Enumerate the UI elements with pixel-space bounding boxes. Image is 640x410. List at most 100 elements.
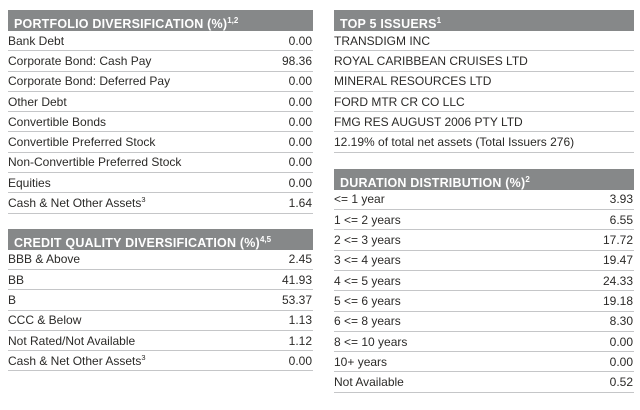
portfolio-diversification-table: PORTFOLIO DIVERSIFICATION (%)1,2 Bank De… (8, 10, 313, 214)
row-label-text: Cash & Net Other Assets (8, 353, 142, 368)
row-value: 19.18 (602, 293, 633, 308)
table-row: 2 <= 3 years 17.72 (334, 230, 634, 251)
row-label: Bank Debt (8, 34, 64, 48)
row-value: 2.45 (288, 252, 312, 267)
table-row: CCC & Below 1.13 (8, 311, 313, 331)
table-row: TRANSDIGM INC (334, 31, 634, 52)
top-issuers-rows: TRANSDIGM INC ROYAL CARIBBEAN CRUISES LTD… (334, 31, 634, 133)
row-label-text: FORD MTR CR CO LLC (334, 94, 465, 109)
footnote-marker: 2 (525, 174, 530, 184)
table-row: <= 1 year 3.93 (334, 190, 634, 211)
credit-quality-table: CREDIT QUALITY DIVERSIFICATION (%)4,5 BB… (8, 228, 313, 372)
row-label-text: FMG RES AUGUST 2006 PTY LTD (334, 114, 523, 129)
row-label-text: 1 <= 2 years (334, 212, 401, 227)
row-value: 8.30 (609, 314, 633, 329)
row-value: 0.52 (609, 375, 633, 390)
credit-quality-rows: BBB & Above 2.45 BB 41.93 B 53.37 CCC & Below 1… (8, 250, 313, 372)
row-value: 17.72 (602, 233, 633, 248)
issuers-footnote-row: 12.19% of total net assets (Total Issuer… (334, 132, 634, 153)
credit-quality-header: CREDIT QUALITY DIVERSIFICATION (%)4,5 (8, 228, 313, 250)
footnote-marker: 3 (141, 195, 146, 205)
row-value: 1.13 (288, 313, 312, 328)
row-label: 1 <= 2 years (334, 213, 401, 227)
section-title: PORTFOLIO DIVERSIFICATION (%) (14, 17, 228, 32)
duration-distribution-table: DURATION DISTRIBUTION (%)2 <= 1 year 3.93… (334, 168, 634, 393)
row-label: Corporate Bond: Deferred Pay (8, 74, 170, 88)
row-label-text: Convertible Preferred Stock (8, 135, 156, 150)
row-value: 0.00 (288, 33, 312, 48)
right-column: TOP 5 ISSUERS1 TRANSDIGM INC ROYAL CARIBB… (334, 10, 634, 393)
section-title: DURATION DISTRIBUTION (%) (340, 175, 526, 190)
row-value: 98.36 (281, 53, 312, 68)
row-value: 53.37 (281, 292, 312, 307)
row-value: 0.00 (288, 175, 312, 190)
row-label: B (8, 293, 16, 307)
row-label: ROYAL CARIBBEAN CRUISES LTD (334, 54, 528, 68)
table-row: Bank Debt 0.00 (8, 31, 313, 52)
row-value: 0.00 (288, 353, 312, 368)
table-row: FMG RES AUGUST 2006 PTY LTD (334, 112, 634, 133)
row-label: Corporate Bond: Cash Pay (8, 54, 151, 68)
row-label-text: Other Debt (8, 94, 67, 109)
table-row: 6 <= 8 years 8.30 (334, 312, 634, 332)
table-row: Corporate Bond: Deferred Pay 0.00 (8, 72, 313, 92)
duration-distribution-header: DURATION DISTRIBUTION (%)2 (334, 168, 634, 190)
row-label-text: Corporate Bond: Cash Pay (8, 53, 152, 68)
row-label: 10+ years (334, 355, 387, 369)
row-value: 41.93 (281, 272, 312, 287)
portfolio-diversification-rows: Bank Debt 0.00 Corporate Bond: Cash Pay 98.… (8, 31, 313, 214)
row-label-text: Convertible Bonds (8, 114, 107, 129)
row-label: Equities (8, 176, 51, 190)
left-column: PORTFOLIO DIVERSIFICATION (%)1,2 Bank De… (8, 10, 313, 372)
top-issuers-header: TOP 5 ISSUERS1 (334, 10, 634, 31)
row-label: 3 <= 4 years (334, 253, 401, 267)
row-label: Convertible Preferred Stock (8, 135, 155, 149)
row-value: 24.33 (602, 273, 633, 288)
row-label: BB (8, 273, 24, 287)
row-label: Other Debt (8, 95, 67, 109)
row-label-text: <= 1 year (334, 192, 385, 207)
row-label-text: Corporate Bond: Deferred Pay (8, 74, 171, 89)
portfolio-diversification-header: PORTFOLIO DIVERSIFICATION (%)1,2 (8, 10, 313, 31)
row-label: 5 <= 6 years (334, 294, 401, 308)
table-row: Non-Convertible Preferred Stock 0.00 (8, 153, 313, 174)
section-title: CREDIT QUALITY DIVERSIFICATION (%) (14, 235, 260, 250)
row-label-text: TRANSDIGM INC (334, 33, 430, 48)
row-label: Not Rated/Not Available (8, 334, 135, 348)
row-label: TRANSDIGM INC (334, 34, 430, 48)
row-label: FORD MTR CR CO LLC (334, 95, 465, 109)
row-label-text: 2 <= 3 years (334, 233, 401, 248)
row-label: 4 <= 5 years (334, 274, 401, 288)
row-label-text: 3 <= 4 years (334, 253, 401, 268)
table-row: Corporate Bond: Cash Pay 98.36 (8, 51, 313, 72)
row-label-text: 8 <= 10 years (334, 334, 408, 349)
table-row: BB 41.93 (8, 270, 313, 291)
table-row: 3 <= 4 years 19.47 (334, 251, 634, 271)
row-label-text: 10+ years (334, 354, 388, 369)
row-label-text: Not Available (334, 375, 404, 390)
row-label-text: 6 <= 8 years (334, 314, 401, 329)
row-value: 0.00 (609, 354, 633, 369)
row-label: 2 <= 3 years (334, 233, 401, 247)
issuers-footnote: 12.19% of total net assets (Total Issuer… (334, 135, 575, 150)
table-row: Equities 0.00 (8, 173, 313, 194)
row-value: 0.00 (288, 114, 312, 129)
table-row: 1 <= 2 years 6.55 (334, 210, 634, 231)
row-label-text: Not Rated/Not Available (8, 333, 136, 348)
row-value: 3.93 (609, 192, 633, 207)
row-value: 0.00 (288, 74, 312, 89)
row-label: FMG RES AUGUST 2006 PTY LTD (334, 115, 523, 129)
row-value: 6.55 (609, 212, 633, 227)
row-label: CCC & Below (8, 313, 81, 327)
row-label-text: Cash & Net Other Assets (8, 196, 142, 211)
row-value: 0.00 (288, 94, 312, 109)
row-label: 8 <= 10 years (334, 335, 407, 349)
table-row: Cash & Net Other Assets3 1.64 (8, 193, 313, 214)
row-label-text: MINERAL RESOURCES LTD (334, 74, 492, 89)
table-row: 5 <= 6 years 19.18 (334, 291, 634, 312)
row-label: Cash & Net Other Assets3 (8, 354, 146, 368)
top-issuers-table: TOP 5 ISSUERS1 TRANSDIGM INC ROYAL CARIBB… (334, 10, 634, 153)
row-label-text: 4 <= 5 years (334, 273, 401, 288)
row-label: MINERAL RESOURCES LTD (334, 74, 491, 88)
row-label: Non-Convertible Preferred Stock (8, 155, 181, 169)
